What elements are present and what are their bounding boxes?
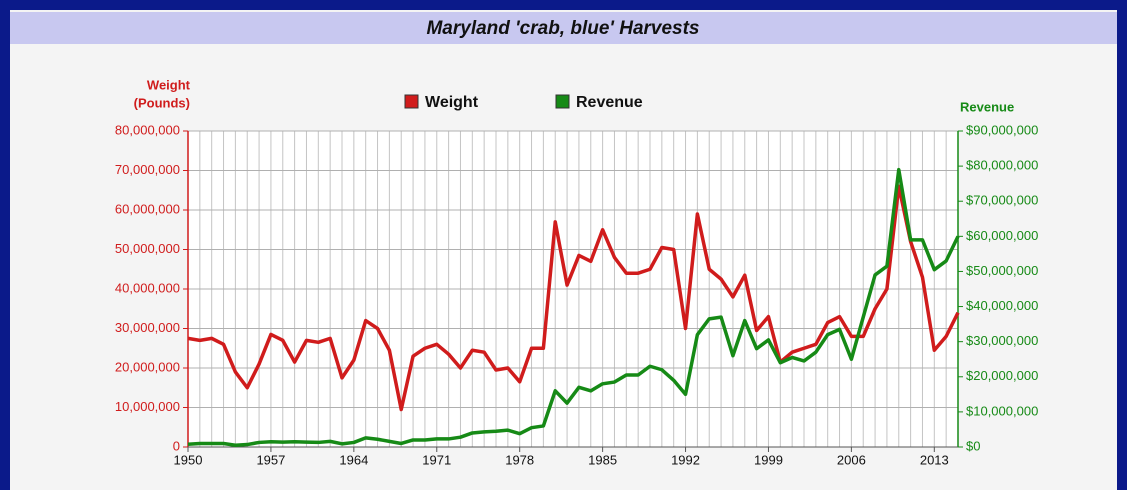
- x-tick-label: 1999: [754, 452, 783, 467]
- chart-title: Maryland 'crab, blue' Harvests: [426, 18, 699, 39]
- y-tick-label: 70,000,000: [115, 162, 180, 177]
- x-tick-label: 1950: [174, 452, 203, 467]
- y-tick-label: 0: [173, 438, 180, 453]
- y2-tick-label: $80,000,000: [966, 158, 1038, 173]
- y-tick-label: 40,000,000: [115, 280, 180, 295]
- x-tick-label: 1985: [588, 452, 617, 467]
- x-tick-label: 1978: [505, 452, 534, 467]
- y2-tick-label: $10,000,000: [966, 403, 1038, 418]
- y-axis-title: (Pounds): [134, 95, 190, 110]
- y2-tick-label: $70,000,000: [966, 193, 1038, 208]
- y-tick-label: 10,000,000: [115, 399, 180, 414]
- y2-tick-label: $40,000,000: [966, 298, 1038, 313]
- y2-tick-label: $50,000,000: [966, 263, 1038, 278]
- series-line: [187, 167, 960, 447]
- legend-swatch: [404, 94, 419, 109]
- y2-tick-label: $60,000,000: [966, 228, 1038, 243]
- series-line: [187, 184, 960, 412]
- x-tick-label: 1992: [671, 452, 700, 467]
- y-tick-label: 60,000,000: [115, 201, 180, 216]
- y2-tick-label: $90,000,000: [966, 122, 1038, 137]
- x-tick-label: 2006: [837, 452, 866, 467]
- x-tick-label: 2013: [920, 452, 949, 467]
- x-tick-label: 1971: [422, 452, 451, 467]
- y-tick-label: 80,000,000: [115, 122, 180, 137]
- y2-tick-label: $30,000,000: [966, 333, 1038, 348]
- x-tick-label: 1964: [339, 452, 368, 467]
- legend-label: Weight: [425, 94, 479, 111]
- legend-swatch: [555, 94, 570, 109]
- y2-axis-title: Revenue: [960, 99, 1014, 114]
- y-tick-label: 30,000,000: [115, 320, 180, 335]
- x-tick-label: 1957: [256, 452, 285, 467]
- legend-label: Revenue: [576, 94, 643, 111]
- y2-tick-label: $20,000,000: [966, 368, 1038, 383]
- y-axis-title: Weight: [147, 77, 191, 92]
- y-tick-label: 50,000,000: [115, 241, 180, 256]
- y2-tick-label: $0: [966, 438, 980, 453]
- y-tick-label: 20,000,000: [115, 359, 180, 374]
- title-bar: [10, 12, 1117, 44]
